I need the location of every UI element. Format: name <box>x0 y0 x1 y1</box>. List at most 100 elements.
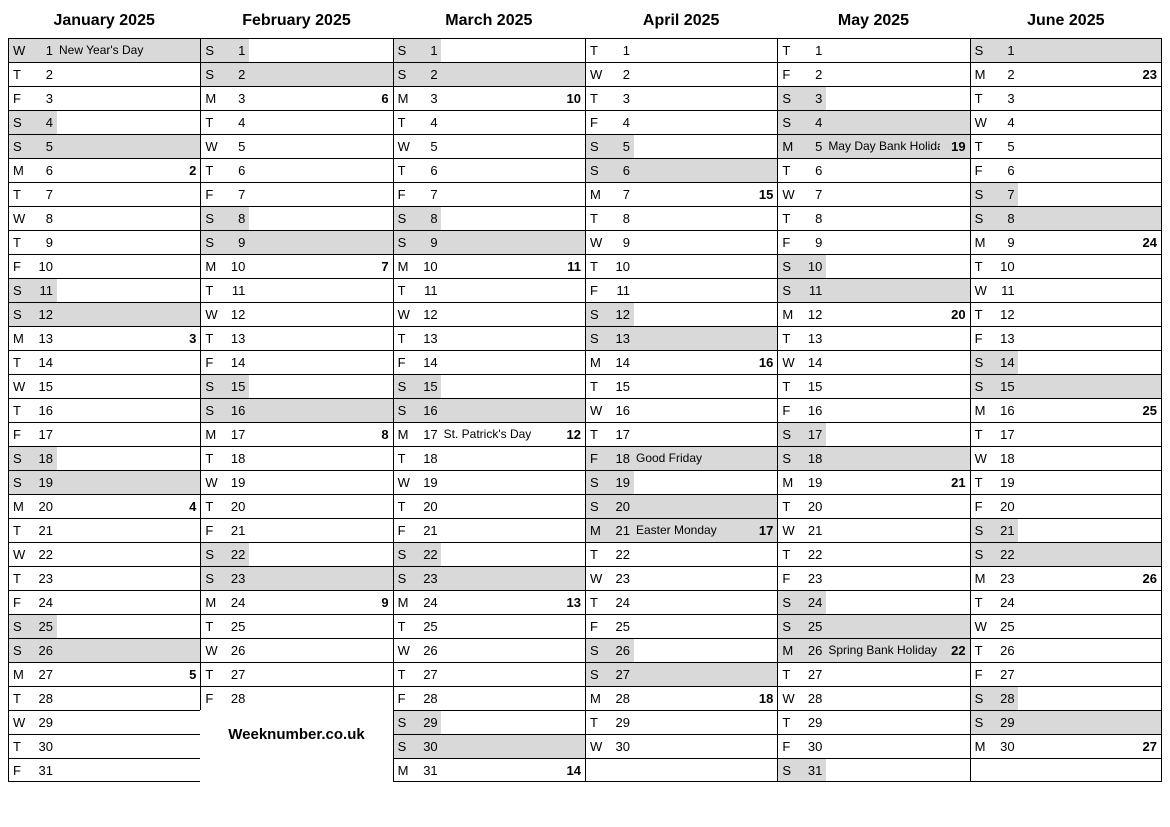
day-row: W26 <box>393 638 585 662</box>
day-number: 19 <box>993 471 1015 494</box>
day-of-week: F <box>205 183 221 206</box>
day-row: T20 <box>200 494 392 518</box>
day-row: M204 <box>8 494 200 518</box>
day-of-week: S <box>590 639 606 662</box>
day-of-week: M <box>782 135 798 158</box>
day-number: 9 <box>800 231 822 254</box>
day-row: T19 <box>970 470 1162 494</box>
day-row: S9 <box>200 230 392 254</box>
day-number: 19 <box>223 471 245 494</box>
week-number: 10 <box>567 87 581 110</box>
day-of-week: S <box>398 39 414 62</box>
day-row: S21 <box>970 518 1162 542</box>
day-of-week: S <box>398 399 414 422</box>
day-number: 5 <box>608 135 630 158</box>
day-number: 18 <box>223 447 245 470</box>
day-number: 26 <box>608 639 630 662</box>
day-of-week: W <box>975 279 991 302</box>
day-row: T27 <box>200 662 392 686</box>
day-number: 31 <box>800 759 822 782</box>
day-row: W28 <box>777 686 969 710</box>
day-number: 3 <box>31 87 53 110</box>
day-number: 29 <box>608 711 630 734</box>
week-number: 22 <box>951 639 965 662</box>
day-number: 29 <box>800 711 822 734</box>
day-of-week: S <box>590 135 606 158</box>
day-number: 30 <box>800 735 822 758</box>
day-row: T11 <box>393 278 585 302</box>
day-number: 22 <box>608 543 630 566</box>
day-of-week: T <box>975 135 991 158</box>
day-number: 30 <box>31 735 53 758</box>
day-of-week: T <box>13 351 29 374</box>
day-number: 6 <box>223 159 245 182</box>
day-of-week: S <box>398 207 414 230</box>
day-row: T9 <box>8 230 200 254</box>
day-of-week: F <box>13 759 29 782</box>
day-row: W30 <box>585 734 777 758</box>
day-number: 21 <box>416 519 438 542</box>
day-row: F20 <box>970 494 1162 518</box>
day-of-week: T <box>205 447 221 470</box>
day-of-week: T <box>975 87 991 110</box>
day-number: 23 <box>800 567 822 590</box>
month-column: April 2025T1W2T3F4S5S6M715T8W9T10F11S12S… <box>585 8 777 782</box>
day-of-week: S <box>782 255 798 278</box>
day-of-week: T <box>590 711 606 734</box>
week-number: 18 <box>759 687 773 710</box>
day-row: W22 <box>8 542 200 566</box>
day-of-week: S <box>590 303 606 326</box>
day-number: 5 <box>31 135 53 158</box>
day-of-week: W <box>590 567 606 590</box>
day-number: 21 <box>608 519 630 542</box>
day-row: S17 <box>777 422 969 446</box>
week-number: 16 <box>759 351 773 374</box>
day-row: T23 <box>8 566 200 590</box>
day-number: 15 <box>993 375 1015 398</box>
week-number: 20 <box>951 303 965 326</box>
day-number: 28 <box>608 687 630 710</box>
day-of-week: W <box>13 207 29 230</box>
day-row: T27 <box>393 662 585 686</box>
day-number: 12 <box>223 303 245 326</box>
day-number: 12 <box>608 303 630 326</box>
day-row: F21 <box>200 518 392 542</box>
day-row: W11 <box>970 278 1162 302</box>
day-number: 17 <box>416 423 438 446</box>
day-label: Good Friday <box>636 447 747 470</box>
day-row: T17 <box>970 422 1162 446</box>
week-number: 21 <box>951 471 965 494</box>
day-of-week: W <box>13 711 29 734</box>
day-row: S15 <box>200 374 392 398</box>
day-number: 17 <box>31 423 53 446</box>
day-number: 15 <box>416 375 438 398</box>
day-number: 4 <box>223 111 245 134</box>
day-number: 12 <box>416 303 438 326</box>
day-of-week: W <box>975 111 991 134</box>
day-number: 25 <box>31 615 53 638</box>
day-row: W4 <box>970 110 1162 134</box>
day-row: S22 <box>393 542 585 566</box>
day-number: 3 <box>416 87 438 110</box>
day-of-week: F <box>782 735 798 758</box>
day-row: M107 <box>200 254 392 278</box>
day-row: F28 <box>393 686 585 710</box>
day-of-week: M <box>590 519 606 542</box>
day-number: 5 <box>416 135 438 158</box>
day-number: 16 <box>608 399 630 422</box>
day-number: 9 <box>416 231 438 254</box>
day-of-week: T <box>205 495 221 518</box>
day-of-week: S <box>782 615 798 638</box>
day-number: 14 <box>416 351 438 374</box>
day-of-week: W <box>205 303 221 326</box>
week-number: 25 <box>1143 399 1157 422</box>
day-number: 20 <box>31 495 53 518</box>
day-number: 29 <box>31 711 53 734</box>
day-of-week: F <box>13 87 29 110</box>
day-number: 26 <box>223 639 245 662</box>
day-of-week: S <box>13 639 29 662</box>
day-number: 18 <box>31 447 53 470</box>
day-row: W25 <box>970 614 1162 638</box>
day-of-week: T <box>782 375 798 398</box>
day-number: 22 <box>223 543 245 566</box>
